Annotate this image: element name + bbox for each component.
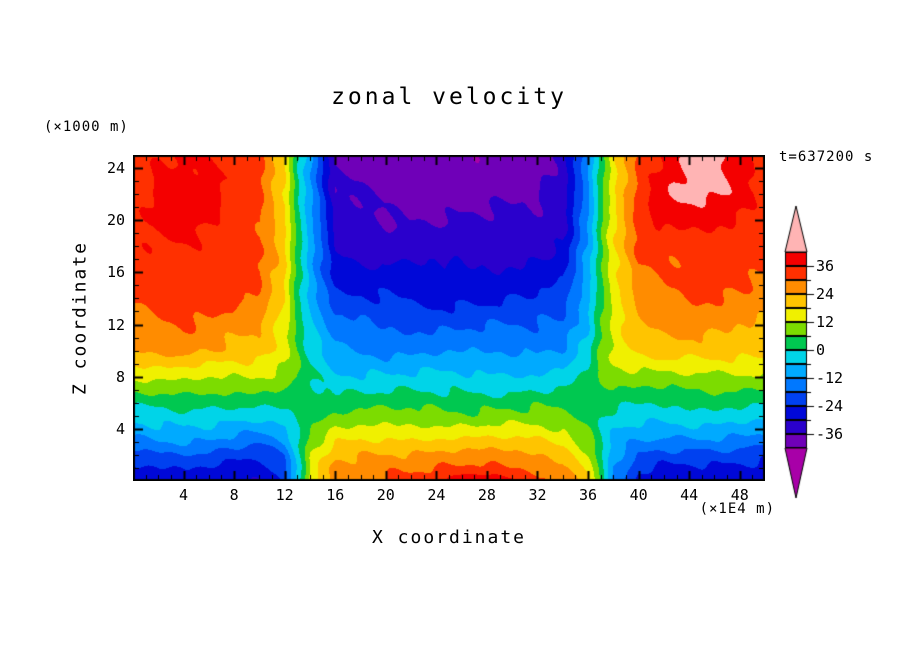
y-axis-unit-label: (×1000 m) [44,119,129,135]
x-tick-label: 16 [326,486,345,504]
colorbar-tick-label: -36 [816,425,844,443]
colorbar-tick-label: 36 [816,257,835,275]
colorbar-tick-label: 24 [816,285,835,303]
x-tick-label: 4 [179,486,189,504]
colorbar-tick-label: -24 [816,397,844,415]
x-axis-title: X coordinate [371,527,527,548]
chart-title: zonal velocity [331,84,567,110]
x-tick-label: 28 [477,486,496,504]
x-tick-label: 32 [528,486,547,504]
x-tick-label: 8 [229,486,239,504]
x-tick-label: 44 [680,486,699,504]
y-tick-label: 8 [115,367,125,386]
colorbar-tick-label: 0 [816,341,826,359]
y-tick-label: 12 [106,315,125,334]
x-tick-label: 24 [427,486,446,504]
x-tick-label: 12 [275,486,294,504]
y-tick-label: 24 [106,159,125,178]
y-axis-title: Z coordinate [69,240,91,396]
x-axis-unit-label: (×1E4 m) [699,501,775,517]
y-tick-label: 4 [115,419,125,438]
colorbar-tick-label: 12 [816,313,835,331]
y-tick-label: 20 [106,211,125,230]
colorbar-tick-label: -12 [816,369,844,387]
colorbar-canvas [783,203,817,501]
x-tick-label: 40 [629,486,648,504]
x-tick-label: 36 [579,486,598,504]
x-tick-label: 48 [730,486,749,504]
heatmap-canvas [133,155,765,481]
timestamp-label: t=637200 s [779,149,874,165]
y-tick-label: 16 [106,263,125,282]
x-tick-label: 20 [376,486,395,504]
